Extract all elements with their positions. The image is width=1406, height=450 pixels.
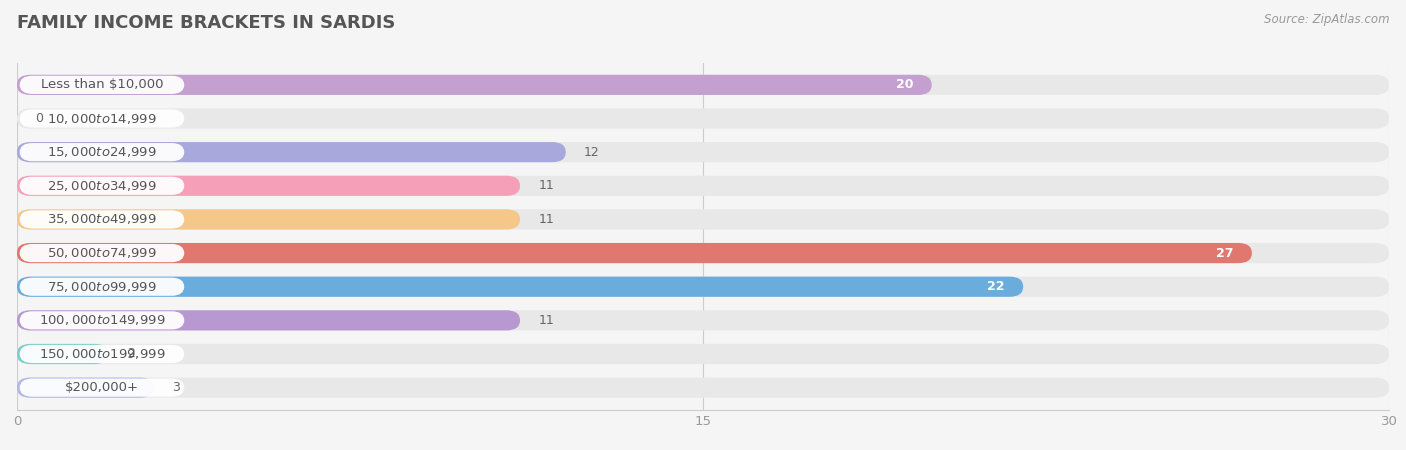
Text: 27: 27 bbox=[1216, 247, 1233, 260]
Text: FAMILY INCOME BRACKETS IN SARDIS: FAMILY INCOME BRACKETS IN SARDIS bbox=[17, 14, 395, 32]
FancyBboxPatch shape bbox=[17, 378, 155, 398]
FancyBboxPatch shape bbox=[17, 75, 932, 95]
Text: 11: 11 bbox=[538, 314, 554, 327]
Text: $75,000 to $99,999: $75,000 to $99,999 bbox=[48, 280, 157, 294]
FancyBboxPatch shape bbox=[17, 75, 1389, 95]
FancyBboxPatch shape bbox=[17, 108, 1389, 129]
FancyBboxPatch shape bbox=[17, 209, 520, 230]
FancyBboxPatch shape bbox=[20, 311, 184, 329]
FancyBboxPatch shape bbox=[17, 310, 520, 330]
Text: 0: 0 bbox=[35, 112, 44, 125]
Text: $150,000 to $199,999: $150,000 to $199,999 bbox=[39, 347, 166, 361]
FancyBboxPatch shape bbox=[17, 310, 1389, 330]
Text: 20: 20 bbox=[896, 78, 914, 91]
FancyBboxPatch shape bbox=[17, 209, 1389, 230]
FancyBboxPatch shape bbox=[17, 344, 108, 364]
Text: 12: 12 bbox=[583, 146, 600, 159]
Text: $50,000 to $74,999: $50,000 to $74,999 bbox=[48, 246, 157, 260]
FancyBboxPatch shape bbox=[20, 345, 184, 363]
FancyBboxPatch shape bbox=[20, 244, 184, 262]
FancyBboxPatch shape bbox=[17, 176, 520, 196]
Text: 2: 2 bbox=[127, 347, 135, 360]
FancyBboxPatch shape bbox=[17, 142, 565, 162]
Text: $35,000 to $49,999: $35,000 to $49,999 bbox=[48, 212, 157, 226]
FancyBboxPatch shape bbox=[20, 76, 184, 94]
FancyBboxPatch shape bbox=[20, 177, 184, 195]
FancyBboxPatch shape bbox=[17, 142, 1389, 162]
Text: Source: ZipAtlas.com: Source: ZipAtlas.com bbox=[1264, 14, 1389, 27]
FancyBboxPatch shape bbox=[20, 143, 184, 161]
FancyBboxPatch shape bbox=[17, 378, 1389, 398]
FancyBboxPatch shape bbox=[20, 210, 184, 229]
Text: 3: 3 bbox=[173, 381, 180, 394]
FancyBboxPatch shape bbox=[17, 243, 1389, 263]
FancyBboxPatch shape bbox=[20, 109, 184, 128]
FancyBboxPatch shape bbox=[17, 277, 1389, 297]
Text: $100,000 to $149,999: $100,000 to $149,999 bbox=[39, 313, 166, 327]
FancyBboxPatch shape bbox=[17, 344, 1389, 364]
Text: 22: 22 bbox=[987, 280, 1005, 293]
Text: 11: 11 bbox=[538, 179, 554, 192]
FancyBboxPatch shape bbox=[17, 277, 1024, 297]
Text: 11: 11 bbox=[538, 213, 554, 226]
FancyBboxPatch shape bbox=[17, 176, 1389, 196]
Text: $200,000+: $200,000+ bbox=[65, 381, 139, 394]
Text: Less than $10,000: Less than $10,000 bbox=[41, 78, 163, 91]
Text: $15,000 to $24,999: $15,000 to $24,999 bbox=[48, 145, 157, 159]
Text: $25,000 to $34,999: $25,000 to $34,999 bbox=[48, 179, 157, 193]
FancyBboxPatch shape bbox=[20, 278, 184, 296]
Text: $10,000 to $14,999: $10,000 to $14,999 bbox=[48, 112, 157, 126]
FancyBboxPatch shape bbox=[17, 243, 1251, 263]
FancyBboxPatch shape bbox=[20, 378, 184, 397]
